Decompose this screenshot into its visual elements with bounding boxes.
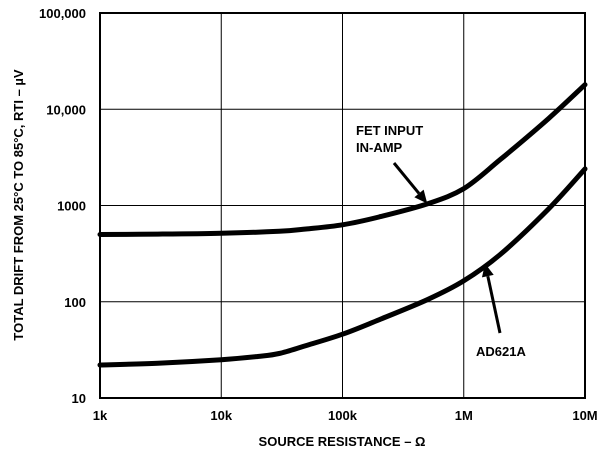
annotation-arrow-shaft [392,162,421,195]
fet-label-line: FET INPUT [356,123,423,138]
y-axis-title: TOTAL DRIFT FROM 25°C TO 85°C, RTI – µV [11,69,26,341]
x-tick-label: 1M [455,408,473,423]
annotation-arrowhead [414,189,428,204]
annotations: FET INPUT IN-AMP AD621A [356,123,526,359]
y-tick-label: 100,000 [39,6,86,21]
fet-label-line: IN-AMP [356,140,403,155]
annotation-arrow-shaft [486,275,502,334]
y-tick-label: 10,000 [46,102,86,117]
annotation-arrowhead [481,263,494,278]
ad621a-label-line: AD621A [476,344,526,359]
data-curves [97,82,588,368]
x-axis-title: SOURCE RESISTANCE – Ω [259,434,426,449]
plot-frame [99,12,586,399]
x-tick-label: 1k [93,408,108,423]
fet-input-in-amp-curve [97,82,588,237]
y-tick-label: 10 [72,391,86,406]
y-tick-label: 1000 [57,199,86,214]
x-tick-label: 100k [328,408,358,423]
tick-labels: 1k 10k 100k 1M 10M 10 100 1000 10,000 100,000 [39,6,598,423]
y-tick-label: 100 [64,295,86,310]
x-tick-label: 10M [572,408,597,423]
grid-lines [100,13,585,398]
x-tick-label: 10k [210,408,232,423]
ad621a-curve [97,166,588,368]
